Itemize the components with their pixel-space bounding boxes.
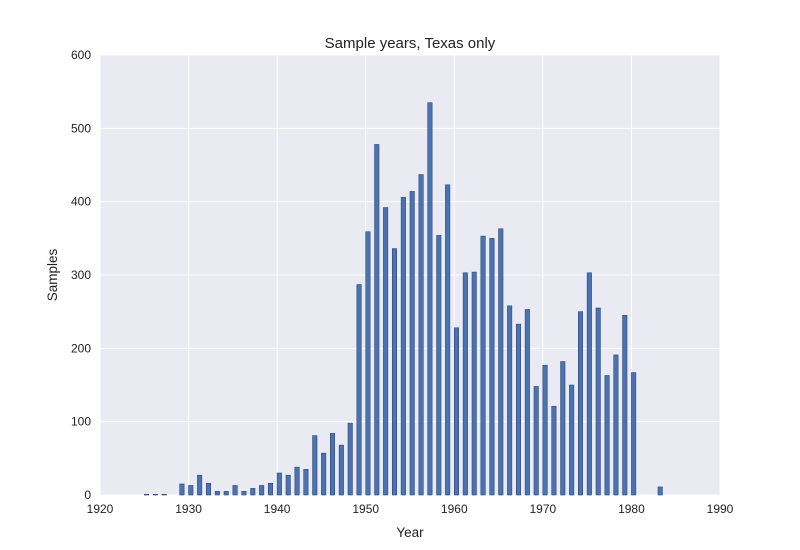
bar-1965 (498, 228, 504, 496)
x-tick-label: 1940 (264, 502, 291, 516)
bar-1944 (312, 435, 318, 496)
bar-1974 (577, 311, 584, 496)
bar-1950 (365, 231, 371, 496)
bar-1976 (595, 307, 601, 496)
bar-1967 (515, 323, 522, 496)
bar-1937 (250, 488, 256, 496)
bar-1959 (445, 184, 451, 496)
x-tick-label: 1970 (530, 502, 557, 516)
bar-1943 (303, 469, 309, 496)
bar-1953 (391, 248, 398, 496)
bar-1932 (205, 482, 212, 496)
bar-1942 (294, 466, 300, 496)
y-tick-labels: 0 100 200 300 400 500 600 (71, 48, 91, 502)
bar-1927 (161, 493, 167, 496)
bar-1940 (276, 472, 282, 496)
bar-1960 (453, 327, 460, 496)
bar-1936 (241, 491, 247, 496)
bar-1929 (179, 483, 185, 496)
x-tick-label: 1980 (618, 502, 645, 516)
bar-1973 (569, 384, 575, 496)
bar-1934 (223, 491, 229, 496)
bar-1946 (329, 433, 336, 496)
bar-1951 (374, 144, 380, 496)
bar-1962 (471, 271, 477, 496)
x-axis-label: Year (396, 525, 424, 540)
y-tick-label: 500 (71, 121, 91, 135)
bar-1945 (321, 452, 327, 496)
bar-1947 (338, 444, 344, 496)
bar-1969 (533, 386, 539, 496)
bar-1980 (631, 372, 637, 496)
bar-1938 (259, 485, 265, 496)
y-tick-label: 100 (71, 415, 91, 429)
bar-1957 (427, 102, 433, 496)
bar-1958 (436, 235, 442, 496)
bar-1926 (152, 493, 158, 496)
bars (143, 102, 663, 496)
bar-1975 (586, 272, 592, 496)
bar-1948 (347, 422, 353, 496)
x-tick-label: 1930 (175, 502, 202, 516)
bar-1935 (232, 485, 238, 496)
bar-1925 (143, 493, 150, 496)
bar-1933 (214, 491, 220, 496)
x-tick-label: 1990 (707, 502, 734, 516)
y-tick-label: 200 (71, 341, 91, 355)
bar-1952 (383, 207, 389, 496)
bar-1966 (507, 305, 513, 496)
x-tick-label: 1920 (87, 502, 114, 516)
y-axis-label: Samples (45, 248, 60, 301)
bar-1979 (622, 315, 628, 496)
bar-1983 (657, 486, 663, 496)
bar-1970 (542, 364, 548, 496)
bar-1939 (267, 482, 274, 496)
bar-1977 (604, 375, 610, 496)
y-tick-label: 0 (84, 488, 91, 502)
bar-1941 (285, 474, 291, 496)
bar-1961 (462, 272, 468, 496)
bar-1972 (560, 361, 566, 496)
bar-1963 (480, 235, 486, 496)
bar-1954 (400, 196, 406, 496)
bar-1978 (613, 354, 619, 496)
x-tick-labels: 1920 1930 1940 1950 1960 1970 1980 1990 (87, 502, 734, 516)
bar-1931 (197, 474, 203, 496)
bar-1956 (418, 174, 424, 496)
y-tick-label: 600 (71, 48, 91, 62)
x-tick-label: 1950 (352, 502, 379, 516)
bar-1964 (489, 238, 495, 496)
bar-1949 (356, 284, 362, 496)
bar-1955 (409, 191, 415, 496)
bar-1968 (524, 309, 530, 496)
bar-1930 (188, 485, 194, 496)
y-tick-label: 300 (71, 268, 91, 282)
x-tick-label: 1960 (441, 502, 468, 516)
chart-title: Sample years, Texas only (325, 35, 496, 52)
bar-1971 (551, 405, 557, 496)
y-tick-label: 400 (71, 195, 91, 209)
